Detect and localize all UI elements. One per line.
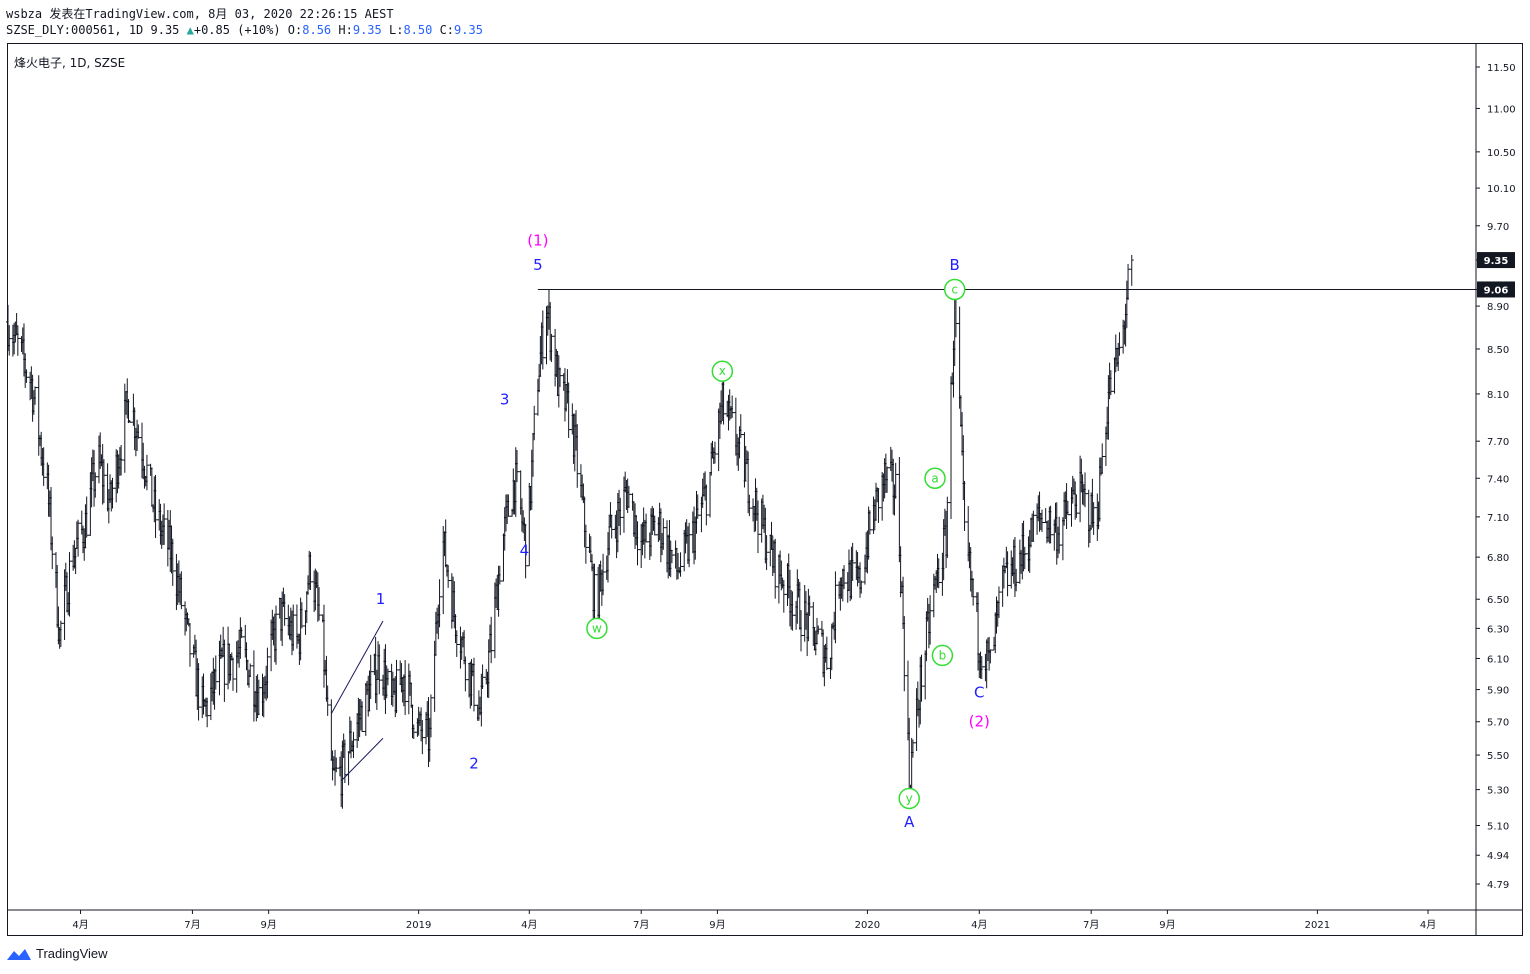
wave-label-5: 5 [533,256,543,274]
wave-label-4: 4 [520,541,530,559]
open-value: 8.56 [302,23,332,37]
price-tick-label: 7.10 [1487,513,1509,524]
price-tick-label: 6.10 [1487,654,1509,665]
wave-label-circle [711,360,734,382]
price-tick-label: 5.30 [1487,786,1509,797]
ohlc-legend: SZSE_DLY:000561, 1D 9.35 ▲+0.85 (+10%) O… [6,23,483,37]
price-tag-last [1477,252,1515,269]
price-tick-label: 9.70 [1487,222,1509,233]
price-tag-line [1477,281,1515,298]
wedge-trendline[interactable] [330,620,384,714]
price-tick-label: 11.50 [1487,63,1516,74]
price-tick-label: 5.50 [1487,751,1509,762]
time-tick-label: 4月 [1420,919,1436,931]
price-tick-label: 6.80 [1487,553,1509,564]
time-tick-label: 2019 [406,920,431,931]
time-tick-label: 9月 [709,919,725,931]
time-tick-label: 4月 [72,919,88,931]
wave-label-a: a [931,471,938,485]
high-label: H: [338,23,353,37]
wave-label-circle [924,467,946,490]
wave-label-circle [931,644,954,667]
time-tick-label: 4月 [521,919,537,931]
wave-label-(1): (1) [527,231,548,249]
wave-label-b: b [939,648,947,662]
wave-label-A: A [904,813,915,831]
wave-label-(2): (2) [969,713,990,731]
time-tick-label: 2020 [855,920,880,931]
change-value: +0.85 (+10%) [193,23,281,37]
wave-label-c: c [951,282,958,296]
wedge-trendline[interactable] [340,737,384,782]
price-tick-label: 4.79 [1487,880,1509,891]
price-tick-label: 8.90 [1487,302,1509,313]
high-value: 9.35 [352,23,382,37]
tradingview-logo-icon [7,948,31,960]
price-tick-label: 5.10 [1487,822,1509,833]
wave-label-B: B [950,256,960,274]
time-tick-label: 9月 [1159,919,1175,931]
symbol-prefix: SZSE_DLY:000561, 1D 9.35 [6,23,180,37]
wave-label-2: 2 [469,755,479,773]
price-tick-label: 4.94 [1487,851,1509,862]
price-tick-label: 5.70 [1487,718,1509,729]
wave-label-1: 1 [376,590,386,608]
time-tick-label: 7月 [633,919,649,931]
up-arrow-icon: ▲ [186,23,194,37]
price-tick-label: 7.40 [1487,474,1509,485]
price-tick-label: 5.90 [1487,686,1509,697]
tradingview-logo[interactable]: TradingView [6,946,108,961]
low-value: 8.50 [403,23,433,37]
price-tick-label: 6.30 [1487,624,1509,635]
close-label: C: [439,23,455,37]
time-tick-label: 9月 [260,919,276,931]
low-label: L: [388,23,404,37]
time-tick-label: 7月 [1083,919,1099,931]
wave-label-circle [586,617,608,640]
wave-label-y: y [906,791,913,805]
wave-label-x: x [719,364,726,378]
price-tick-label: 10.10 [1487,184,1516,195]
wave-label-3: 3 [500,391,510,409]
wave-label-circle [943,278,966,301]
price-tag-label: 9.35 [1484,256,1509,267]
price-tick-label: 11.00 [1487,104,1516,115]
wave-label-w: w [592,621,602,635]
time-tick-label: 2021 [1305,920,1330,931]
tradingview-wordmark: TradingView [36,946,108,961]
close-value: 9.35 [454,23,483,37]
price-tick-label: 7.70 [1487,437,1509,448]
time-tick-label: 7月 [184,919,200,931]
price-tick-label: 6.50 [1487,595,1509,606]
price-tick-label: 8.10 [1487,390,1509,401]
wave-label-C: C [974,684,984,702]
time-tick-label: 4月 [971,919,987,931]
wave-label-circle [898,787,920,810]
symbol-label: 烽火电子, 1D, SZSE [14,56,126,70]
price-tick-label: 10.50 [1487,148,1516,159]
publish-info: wsbza 发表在TradingView.com, 8月 03, 2020 22… [6,7,394,21]
chart-frame[interactable] [7,43,1523,936]
price-tick-label: 8.50 [1487,345,1509,356]
price-tag-label: 9.06 [1484,285,1509,296]
open-label: O: [287,23,303,37]
